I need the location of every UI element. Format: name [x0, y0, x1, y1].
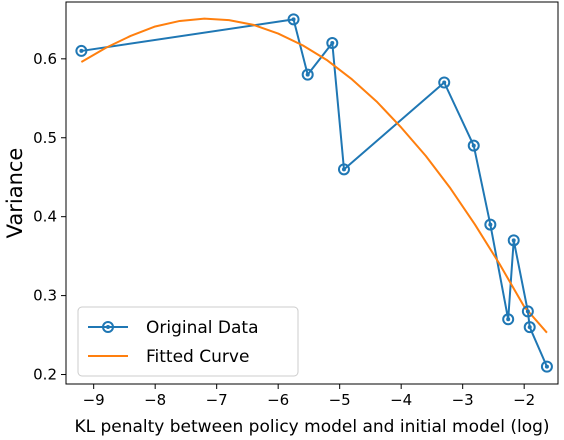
x-tick-label: −3: [452, 391, 474, 409]
y-tick-label: 0.6: [33, 50, 57, 68]
data-point-center: [544, 364, 549, 369]
data-point-center: [511, 238, 516, 243]
series-line-fitted-curve: [80, 17, 548, 334]
x-tick-label: −9: [83, 391, 105, 409]
y-tick-label: 0.4: [33, 208, 57, 226]
legend-marker-original-data: [102, 321, 114, 333]
y-axis-label: Variance: [3, 148, 27, 239]
data-point: [523, 321, 536, 334]
x-tick-label: −5: [329, 391, 351, 409]
data-point: [75, 44, 88, 57]
data-point: [438, 76, 451, 89]
x-tick-label: −4: [390, 391, 412, 409]
x-tick-label: −8: [144, 391, 166, 409]
data-point: [337, 163, 350, 176]
data-point: [484, 218, 497, 231]
data-point-center: [341, 167, 346, 172]
x-axis-label: KL penalty between policy model and init…: [74, 417, 549, 437]
legend-box: [77, 306, 299, 377]
data-point-center: [330, 41, 335, 46]
x-tick-label: −6: [267, 391, 289, 409]
data-point-center: [79, 48, 84, 53]
x-tick-label: −7: [206, 391, 228, 409]
data-point: [540, 360, 553, 373]
data-point: [467, 139, 480, 152]
x-tick-label: −2: [513, 391, 535, 409]
legend-marker-inner-original-data: [106, 325, 110, 329]
data-point-center: [471, 143, 476, 148]
legend: Original Data Fitted Curve: [77, 306, 299, 377]
y-tick-label: 0.3: [33, 287, 57, 305]
data-point-center: [488, 222, 493, 227]
data-point: [507, 234, 520, 247]
data-point: [502, 313, 515, 326]
data-point-center: [442, 80, 447, 85]
data-point-center: [527, 325, 532, 330]
legend-label-original-data: Original Data: [146, 318, 259, 338]
data-point-center: [291, 17, 296, 22]
legend-label-fitted-curve: Fitted Curve: [146, 347, 249, 367]
data-point-center: [305, 72, 310, 77]
data-point-center: [506, 317, 511, 322]
y-tick-label: 0.5: [33, 129, 57, 147]
data-point: [326, 37, 339, 50]
data-point: [301, 68, 314, 81]
y-tick-label: 0.2: [33, 366, 57, 384]
plot-frame: [65, 1, 559, 385]
data-point: [287, 13, 300, 26]
data-point: [521, 305, 534, 318]
data-point-center: [525, 309, 530, 314]
